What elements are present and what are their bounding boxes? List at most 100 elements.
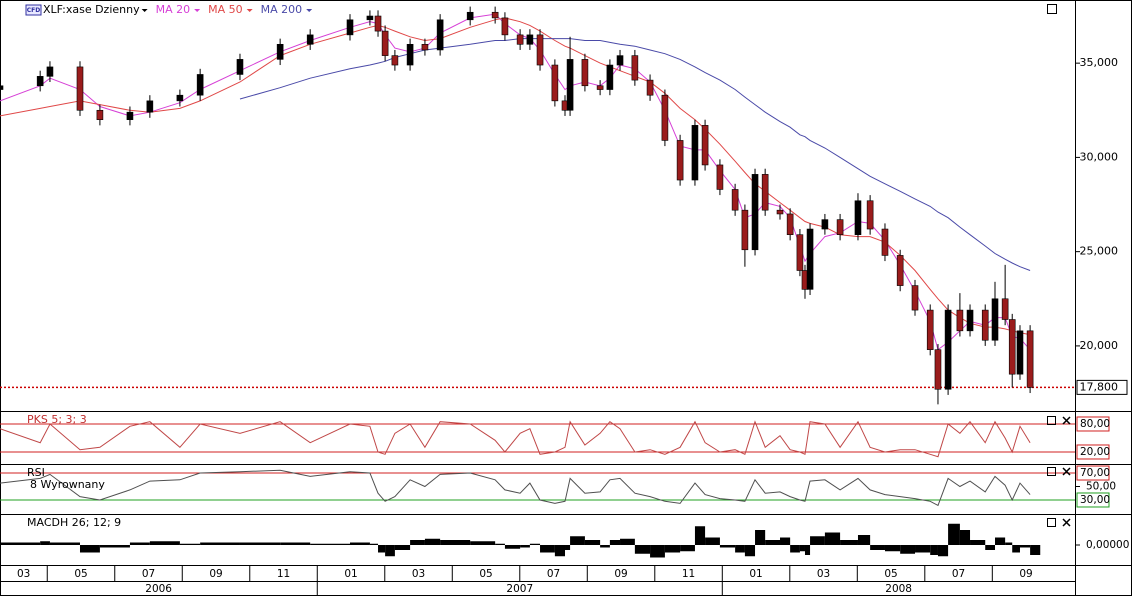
candle-body (421, 43, 429, 51)
candle-body (661, 94, 669, 141)
candle-body (36, 76, 44, 87)
y-tick-label: 30,00 (1080, 494, 1110, 506)
indicator-line (0, 469, 1031, 507)
histogram-bar (529, 543, 541, 545)
histogram-bar (620, 538, 635, 545)
candle-body (146, 100, 154, 113)
x-tick-label: 11 (277, 568, 290, 580)
close-icon[interactable] (1062, 416, 1071, 425)
level-label-box (1076, 465, 1110, 481)
histogram-bar (915, 545, 931, 553)
histogram-bar (959, 530, 971, 545)
histogram-bar (149, 541, 180, 545)
candle-body (956, 309, 964, 332)
histogram-bar (650, 545, 665, 558)
x-tick-label: 09 (614, 568, 627, 580)
panel-title: MACDH 26; 12; 9 (27, 516, 121, 529)
histogram-bar (719, 545, 736, 548)
candle-body (836, 219, 844, 235)
panel-subtitle: 8 Wyrownany (30, 478, 105, 491)
x-tick-label: 05 (74, 568, 87, 580)
histogram-bar (504, 545, 521, 549)
x-tick-label: 09 (1019, 568, 1032, 580)
candle-body (821, 219, 829, 230)
candle-body (1016, 330, 1024, 375)
y-tick-label: 80,00 (1080, 418, 1110, 430)
candle-body (691, 125, 699, 181)
close-icon[interactable] (1062, 467, 1071, 476)
histogram-bar (424, 538, 441, 545)
candle-body (991, 298, 999, 341)
y-tick-label: 0,00000 (1086, 539, 1129, 551)
moving-average-line (239, 38, 1031, 271)
histogram-bar (600, 545, 610, 548)
histogram-bar (694, 526, 706, 545)
candle-body (896, 255, 904, 286)
histogram-bar (385, 545, 395, 557)
legend-entry: MA 20 (156, 3, 191, 16)
histogram-bar (664, 545, 681, 553)
candle-body (176, 94, 184, 102)
level-label-box (1076, 492, 1110, 508)
histogram-bar (609, 540, 621, 545)
candle-body (796, 234, 804, 271)
level-label-box (1076, 444, 1110, 460)
panel-title: RSI (27, 466, 45, 479)
histogram-bar (470, 541, 496, 545)
histogram-bar (744, 545, 756, 557)
candle-body (761, 174, 769, 211)
maximize-icon[interactable] (1047, 518, 1056, 527)
legend-entry: MA 200 (261, 3, 303, 16)
candle-body (701, 125, 709, 166)
x-tick-label: 05 (884, 568, 897, 580)
x-tick-label: 07 (547, 568, 560, 580)
y-tick-label: 70,00 (1080, 467, 1110, 479)
indicator-line (0, 420, 1031, 458)
histogram-bar (1005, 542, 1013, 545)
candle-body (731, 189, 739, 211)
x-tick-label: 05 (479, 568, 492, 580)
histogram-bar (565, 545, 571, 550)
y-tick-label: 20,00 (1080, 446, 1110, 458)
candle-body (1026, 330, 1034, 388)
candle-body (581, 59, 589, 87)
legend-entry: MA 50 (208, 3, 243, 16)
histogram-bar (824, 532, 841, 545)
y-tick-label: 20,000 (1080, 339, 1119, 352)
maximize-icon[interactable] (1047, 416, 1056, 425)
candle-body (466, 11, 474, 21)
maximize-icon[interactable] (1047, 4, 1057, 14)
histogram-bar (930, 545, 938, 555)
maximize-icon[interactable] (1047, 467, 1056, 476)
candle-body (596, 85, 604, 90)
symbol-icon-label: CFD (27, 7, 41, 14)
y-tick-label: 35,000 (1080, 56, 1119, 69)
candle-body (881, 228, 889, 256)
dropdown-arrow (306, 9, 313, 12)
candle-body (536, 34, 544, 66)
histogram-bar (985, 545, 996, 550)
y-tick-label: 50,00 (1086, 481, 1116, 493)
year-label: 2008 (885, 583, 912, 595)
plot-layer (0, 6, 1075, 558)
level-label-box (1076, 416, 1110, 432)
symbol-icon (25, 4, 42, 16)
x-tick-label: 03 (412, 568, 425, 580)
candle-body (751, 174, 759, 251)
candle-body (551, 64, 559, 102)
histogram-bar (40, 541, 50, 545)
histogram-bar (870, 545, 885, 550)
histogram-bar (680, 545, 695, 552)
candle-body (76, 66, 84, 111)
candle-body (96, 109, 104, 121)
candle-body (741, 209, 749, 251)
histogram-bar (705, 537, 720, 545)
close-icon[interactable] (1062, 518, 1071, 527)
candle-body (616, 55, 624, 66)
candle-body (566, 59, 574, 111)
histogram-bar (378, 545, 386, 553)
histogram-bar (884, 545, 901, 552)
histogram-bar (554, 545, 566, 557)
